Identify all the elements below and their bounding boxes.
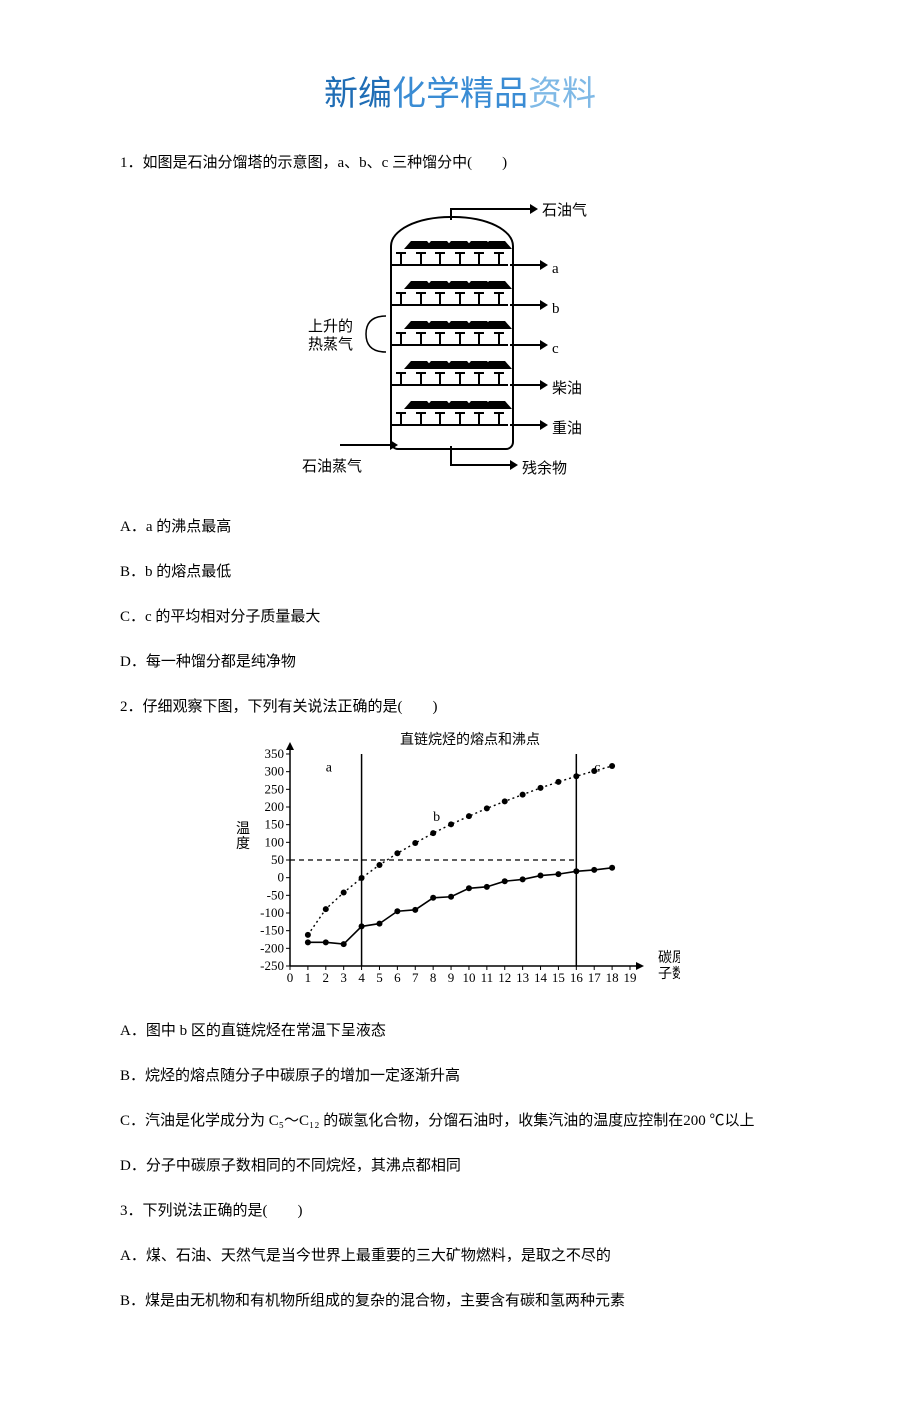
svg-text:150: 150 bbox=[265, 817, 285, 832]
svg-text:300: 300 bbox=[265, 764, 285, 779]
svg-text:16: 16 bbox=[570, 970, 584, 985]
q1-opt-d: D．每一种馏分都是纯净物 bbox=[90, 647, 830, 677]
top-outlet-riser bbox=[450, 208, 452, 220]
outlet-label-e: 重油 bbox=[552, 414, 582, 444]
outlet-label-a: a bbox=[552, 254, 559, 284]
outlet-pipe-b bbox=[510, 304, 540, 306]
svg-text:4: 4 bbox=[358, 970, 365, 985]
chart-y-label: 温度 bbox=[234, 822, 252, 852]
svg-text:-250: -250 bbox=[260, 958, 284, 973]
svg-text:3: 3 bbox=[340, 970, 347, 985]
svg-text:a: a bbox=[326, 761, 333, 776]
svg-text:8: 8 bbox=[430, 970, 437, 985]
svg-text:15: 15 bbox=[552, 970, 565, 985]
svg-text:17: 17 bbox=[588, 970, 602, 985]
svg-text:13: 13 bbox=[516, 970, 529, 985]
svg-text:200: 200 bbox=[265, 799, 285, 814]
q3-opt-a: A．煤、石油、天然气是当今世界上最重要的三大矿物燃料，是取之不尽的 bbox=[90, 1241, 830, 1271]
q3-stem: 3．下列说法正确的是( ) bbox=[90, 1196, 830, 1226]
bottom-pipe-h bbox=[450, 464, 510, 466]
tray-2 bbox=[396, 290, 504, 304]
title-seg-3: 资料 bbox=[528, 75, 596, 113]
title-seg-2: 化学精品 bbox=[392, 75, 528, 113]
svg-text:0: 0 bbox=[278, 870, 285, 885]
q1-opt-a: A．a 的沸点最高 bbox=[90, 512, 830, 542]
svg-text:11: 11 bbox=[481, 970, 494, 985]
svg-text:碳原: 碳原 bbox=[658, 950, 680, 966]
vapor-label-l1: 上升的 bbox=[308, 319, 353, 335]
svg-text:b: b bbox=[433, 810, 440, 825]
svg-text:350: 350 bbox=[265, 746, 285, 761]
vapor-label-l2: 热蒸气 bbox=[308, 337, 353, 353]
q2-opt-a: A．图中 b 区的直链烷烃在常温下呈液态 bbox=[90, 1016, 830, 1046]
bottom-pipe-v bbox=[450, 446, 452, 464]
svg-text:-150: -150 bbox=[260, 923, 284, 938]
steam-inlet-pipe bbox=[340, 444, 390, 446]
vapor-label: 上升的 热蒸气 bbox=[308, 318, 353, 354]
svg-text:2: 2 bbox=[323, 970, 330, 985]
svg-text:100: 100 bbox=[265, 834, 285, 849]
outlet-pipe-a bbox=[510, 264, 540, 266]
page-title: 新编化学精品资料 bbox=[90, 60, 830, 128]
bottom-label: 残余物 bbox=[522, 454, 567, 484]
q3-opt-b: B．煤是由无机物和有机物所组成的复杂的混合物，主要含有碳和氢两种元素 bbox=[90, 1286, 830, 1316]
outlet-label-d: 柴油 bbox=[552, 374, 582, 404]
q2-figure: 温度 直链烷烃的熔点和沸点-250-200-150-100-5005010015… bbox=[90, 730, 830, 1001]
q1-stem: 1．如图是石油分馏塔的示意图，a、b、c 三种馏分中( ) bbox=[90, 148, 830, 178]
outlet-label-c: c bbox=[552, 334, 559, 364]
steam-inlet-label: 石油蒸气 bbox=[302, 452, 362, 482]
svg-text:-200: -200 bbox=[260, 940, 284, 955]
svg-text:7: 7 bbox=[412, 970, 419, 985]
tray-4 bbox=[396, 370, 504, 384]
tray-1 bbox=[396, 250, 504, 264]
tray-3 bbox=[396, 330, 504, 344]
title-seg-1: 新编 bbox=[324, 75, 392, 113]
q1-opt-c: C．c 的平均相对分子质量最大 bbox=[90, 602, 830, 632]
tray-plate-1 bbox=[392, 264, 508, 266]
svg-text:9: 9 bbox=[448, 970, 455, 985]
svg-text:19: 19 bbox=[624, 970, 637, 985]
top-outlet-label: 石油气 bbox=[542, 196, 587, 226]
svg-text:6: 6 bbox=[394, 970, 401, 985]
q2-opt-b: B．烷烃的熔点随分子中碳原子的增加一定逐渐升高 bbox=[90, 1061, 830, 1091]
svg-text:50: 50 bbox=[271, 852, 284, 867]
svg-text:14: 14 bbox=[534, 970, 548, 985]
tray-plate-5 bbox=[392, 424, 508, 426]
tray-plate-2 bbox=[392, 304, 508, 306]
alkane-chart: 直链烷烃的熔点和沸点-250-200-150-100-5005010015020… bbox=[240, 730, 680, 990]
outlet-pipe-c bbox=[510, 344, 540, 346]
svg-text:1: 1 bbox=[305, 970, 312, 985]
q1-figure: 石油气 a b c 柴油 bbox=[90, 186, 830, 497]
q2-stem: 2．仔细观察下图，下列有关说法正确的是( ) bbox=[90, 692, 830, 722]
q1-opt-b: B．b 的熔点最低 bbox=[90, 557, 830, 587]
svg-text:12: 12 bbox=[498, 970, 511, 985]
svg-text:18: 18 bbox=[606, 970, 619, 985]
outlet-label-b: b bbox=[552, 294, 560, 324]
vapor-bracket-icon bbox=[356, 314, 396, 354]
tray-plate-4 bbox=[392, 384, 508, 386]
top-outlet-pipe bbox=[450, 208, 530, 210]
svg-text:10: 10 bbox=[462, 970, 475, 985]
svg-text:子数: 子数 bbox=[658, 966, 680, 982]
outlet-pipe-e bbox=[510, 424, 540, 426]
svg-text:直链烷烃的熔点和沸点: 直链烷烃的熔点和沸点 bbox=[400, 731, 540, 748]
svg-text:0: 0 bbox=[287, 970, 294, 985]
svg-text:5: 5 bbox=[376, 970, 383, 985]
svg-text:c: c bbox=[594, 761, 600, 776]
tray-5 bbox=[396, 410, 504, 424]
tray-plate-3 bbox=[392, 344, 508, 346]
svg-text:250: 250 bbox=[265, 781, 285, 796]
svg-text:-100: -100 bbox=[260, 905, 284, 920]
q2-opt-d: D．分子中碳原子数相同的不同烷烃，其沸点都相同 bbox=[90, 1151, 830, 1181]
outlet-pipe-d bbox=[510, 384, 540, 386]
svg-text:-50: -50 bbox=[267, 887, 284, 902]
q2-opt-c: C．汽油是化学成分为 C₅～C₁₂ 的碳氢化合物，分馏石油时，收集汽油的温度应控… bbox=[90, 1106, 830, 1136]
